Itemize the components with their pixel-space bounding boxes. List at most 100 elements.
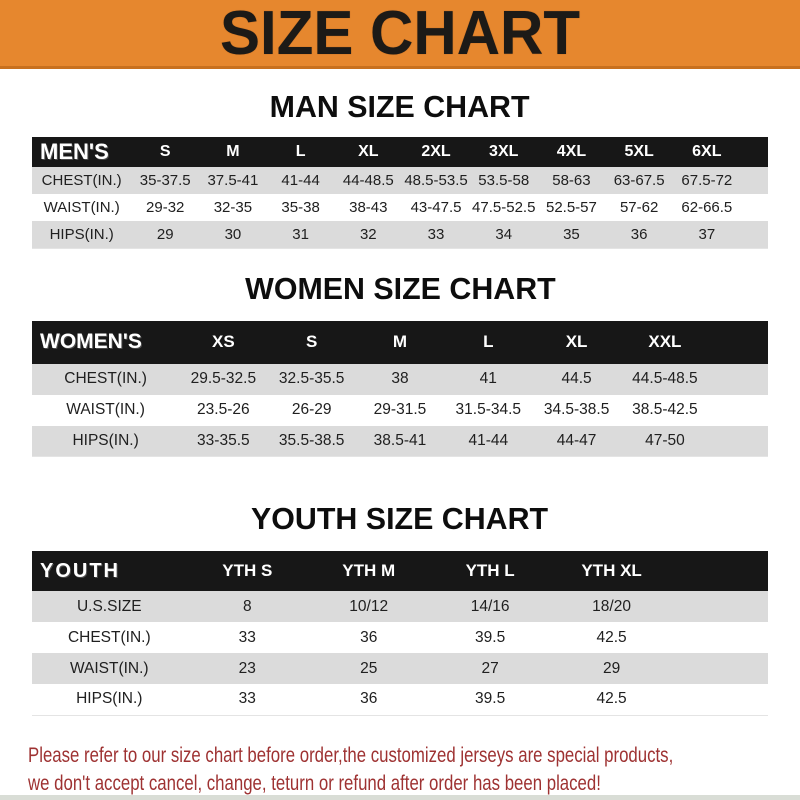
table-header-row: MEN'S S M L XL 2XL 3XL 4XL 5XL 6XL [32,137,768,167]
row-filler-cell [672,653,768,684]
size-value: 35 [537,221,606,249]
size-value: 37.5-41 [199,167,267,194]
size-column-header: S [131,137,200,167]
size-value: 47-50 [620,425,710,457]
disclaimer-line-2: we don't accept cancel, change, teturn o… [28,771,601,795]
size-chart-banner: SIZE CHART [0,0,800,69]
womens-size-table: WOMEN'S XS S M L XL XXL CHEST(IN.) 29.5-32.5 32.5… [32,320,768,457]
size-value: 44.5-48.5 [620,363,710,395]
row-label: HIPS(IN.) [32,221,132,249]
size-value: 33 [186,684,308,716]
size-value: 62-66.5 [672,194,741,221]
size-value: 35-37.5 [131,167,200,194]
size-value: 35-38 [266,194,335,221]
size-column-header: 2XL [402,137,470,167]
size-value: 43-47.5 [402,194,470,221]
size-value: 41 [444,363,533,395]
size-column-header: XL [532,320,621,364]
size-value: 29 [131,221,200,249]
size-value: 34 [469,221,538,249]
size-value: 44-48.5 [334,167,403,194]
size-value: 41-44 [266,167,335,194]
size-column-header: YTH XL [550,551,673,591]
table-title-cell: WOMEN'S [32,320,180,364]
size-value: 36 [605,221,673,249]
size-column-header: M [355,320,445,364]
size-column-header: L [444,320,533,364]
size-value: 26-29 [267,394,356,426]
size-value: 18/20 [550,591,673,622]
row-filler-cell [740,167,768,194]
size-value: 35.5-38.5 [267,425,356,457]
table-title-cell: YOUTH [32,551,187,591]
size-value: 33-35.5 [179,425,268,457]
measurement-row: WAIST(IN.) 29-32 32-35 35-38 38-43 43-47.5 47.… [32,194,768,221]
size-value: 39.5 [429,684,551,716]
size-value: 8 [186,591,308,622]
size-value: 23 [186,653,308,684]
size-value: 29-32 [131,194,200,221]
size-value: 30 [199,221,267,249]
size-column-header: YTH L [429,551,551,591]
size-value: 31.5-34.5 [444,394,533,426]
size-value: 57-62 [605,194,673,221]
disclaimer-line-1: Please refer to our size chart before or… [28,743,674,767]
measurement-row: HIPS(IN.) 33-35.5 35.5-38.5 38.5-41 41-44 44-… [32,425,768,457]
size-column-header: XS [179,320,268,364]
size-value: 48.5-53.5 [402,167,470,194]
size-value: 32-35 [199,194,267,221]
row-filler-cell [672,591,768,622]
women-section-heading: WOMEN SIZE CHART [244,270,556,306]
row-filler-cell [709,425,768,457]
measurement-row: HIPS(IN.) 29 30 31 32 33 34 35 36 37 [32,221,768,249]
row-label: WAIST(IN.) [32,194,132,221]
size-value: 23.5-26 [179,394,268,426]
size-column-header: 4XL [537,137,606,167]
size-column-header: 6XL [672,137,741,167]
size-value: 38.5-41 [355,425,445,457]
size-value: 47.5-52.5 [469,194,538,221]
size-value: 14/16 [429,591,551,622]
size-value: 42.5 [550,622,673,653]
size-value: 52.5-57 [537,194,606,221]
size-value: 36 [307,622,430,653]
row-filler-cell [672,684,768,716]
men-section-heading: MAN SIZE CHART [270,89,530,124]
header-filler-cell [672,551,768,591]
row-label: HIPS(IN.) [32,425,180,457]
size-value: 33 [402,221,470,249]
measurement-row: U.S.SIZE 8 10/12 14/16 18/20 [32,591,768,622]
size-value: 29-31.5 [355,394,445,426]
header-filler-cell [709,320,768,364]
mens-size-table: MEN'S S M L XL 2XL 3XL 4XL 5XL 6XL CHEST(IN.) 35-37… [32,137,768,249]
size-column-header: S [267,320,356,364]
size-value: 10/12 [307,591,430,622]
size-value: 39.5 [429,622,551,653]
table-header-row: WOMEN'S XS S M L XL XXL [32,320,768,364]
size-column-header: YTH M [307,551,430,591]
size-value: 38.5-42.5 [620,394,710,426]
size-value: 25 [307,653,430,684]
row-label: WAIST(IN.) [32,394,180,426]
size-value: 32.5-35.5 [267,363,356,395]
size-column-header: XL [334,137,403,167]
size-column-header: 3XL [469,137,538,167]
size-value: 67.5-72 [672,167,741,194]
size-value: 63-67.5 [605,167,673,194]
measurement-row: HIPS(IN.) 33 36 39.5 42.5 [32,684,768,716]
table-title-cell: MEN'S [32,137,132,167]
size-value: 37 [672,221,741,249]
size-value: 33 [186,622,308,653]
size-column-header: 5XL [605,137,673,167]
row-label: HIPS(IN.) [32,684,187,716]
size-value: 36 [307,684,430,716]
row-filler-cell [740,221,768,249]
row-label: CHEST(IN.) [32,363,180,395]
row-filler-cell [709,363,768,395]
header-filler-cell [740,137,768,167]
row-filler-cell [709,394,768,426]
size-value: 38 [355,363,445,395]
bottom-edge-strip [0,795,800,800]
table-header-row: YOUTH YTH S YTH M YTH L YTH XL [32,551,768,591]
size-value: 41-44 [444,425,533,457]
